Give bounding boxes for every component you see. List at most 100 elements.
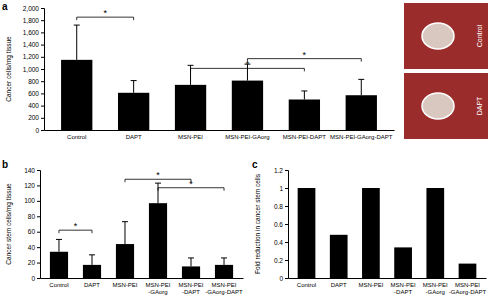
panel: 02004006008001,0001,2001,4001,6001,8002,… [2,1,395,140]
error-bar-stem [224,258,225,265]
x-tick-label: MSN-PEI-GAorg-DAPT [205,282,243,295]
label-line: MSN-PEI [423,282,448,288]
error-bar [358,79,364,95]
y-axis-line [37,171,41,279]
y-tick: 120 [24,182,40,189]
y-tick: 200 [28,114,44,121]
x-tick-label: MSN-PEI-GAorg [145,282,170,295]
y-tick-label: 1.2 [274,167,283,174]
y-tick-label: 60 [28,228,36,235]
x-axis-line [45,130,395,131]
label-line: MSN-PEI-GAorg-DAPT [330,134,393,140]
label-line: MSN-PEI-DAPT [283,134,326,140]
y-tick-label: 200 [28,114,39,121]
significance: * [191,59,305,71]
y-tick-mark [285,170,288,171]
error-bar-stem [304,91,305,100]
y-tick: 400 [28,102,44,109]
y-tick-label: 0 [279,275,283,282]
significance-label: * [103,8,107,18]
y-tick-mark [37,232,40,233]
label-line: Control [67,134,86,140]
x-axis-line [41,278,244,279]
y-tick: 1 [279,185,288,192]
y-tick-mark [285,260,288,261]
y-tick-label: 20 [28,259,36,266]
y-tick: 0 [35,127,44,134]
inset-sample [422,23,454,49]
bar [118,93,149,130]
bar [50,252,68,278]
y-tick: 0 [31,275,40,282]
error-bar-cap [301,90,307,91]
y-tick: 600 [28,90,44,97]
y-tick-label: 1,200 [23,53,40,60]
y-tick: 1,200 [23,53,44,60]
bar [175,85,206,130]
marks [50,183,233,278]
error-bar-stem [58,239,59,251]
y-tick: 0.2 [274,257,288,264]
bar [459,264,477,278]
significance-label: * [189,179,193,189]
significance: * [77,8,134,20]
x-tick-label: DAPT [126,134,142,140]
bar [182,266,200,278]
y-axis-title: Cancer stem cells/mg tissue [5,183,13,265]
y-tick: 20 [28,259,40,266]
label-line: MSN-PEI [391,282,416,288]
bar [298,188,316,278]
bar [330,235,348,278]
error-bar-cap [131,80,137,81]
inset-label: DAPT [476,96,483,115]
error-bar [56,239,62,251]
bar [362,188,380,278]
y-tick-label: 400 [28,102,39,109]
y-tick-label: 40 [28,244,36,251]
significance: * [125,170,191,182]
bar [232,81,263,130]
x-tick-label: Control [297,282,316,288]
bar [83,265,101,278]
y-tick-mark [285,224,288,225]
error-bar-cap [74,25,80,26]
error-bar-cap [188,65,194,66]
error-bar [301,91,307,100]
error-bar-cap [122,221,128,222]
marks [298,188,477,278]
panel-letter: c [252,159,258,170]
y-tick-mark [37,170,40,171]
error-bar-stem [191,258,192,266]
bar [394,247,412,278]
y-tick-label: 140 [24,167,35,174]
x-tick-label: MSN-PEI-GAorg [225,134,269,140]
y-tick: 0 [279,275,288,282]
error-bar-stem [361,79,362,95]
bar [215,265,233,278]
error-bar-cap [188,257,194,258]
inset-sample [422,93,454,119]
error-bar [155,183,161,203]
label-line: DAPT [126,134,142,140]
y-tick-label: 120 [24,182,35,189]
bar [149,203,167,278]
y-tick-mark [37,247,40,248]
x-tick-label: MSN-PEI-GAorg [423,282,448,295]
y-tick-label: 600 [28,90,39,97]
panel-letter: b [2,159,8,170]
error-bar-cap [89,254,95,255]
y-axis-line [41,9,45,131]
label-line: -DAPT [394,289,412,295]
label-line: DAPT [84,282,100,288]
x-tick-label: MSN-PEI-DAPT [283,134,326,140]
y-tick-mark [37,263,40,264]
y-tick-label: 1 [279,185,283,192]
y-tick-mark [285,242,288,243]
error-bar [122,222,128,244]
y-tick-mark [41,69,44,70]
y-tick: 1.2 [274,167,288,174]
y-tick-mark [41,45,44,46]
y-tick-mark [285,188,288,189]
error-bar [221,258,227,265]
bar [289,100,320,131]
